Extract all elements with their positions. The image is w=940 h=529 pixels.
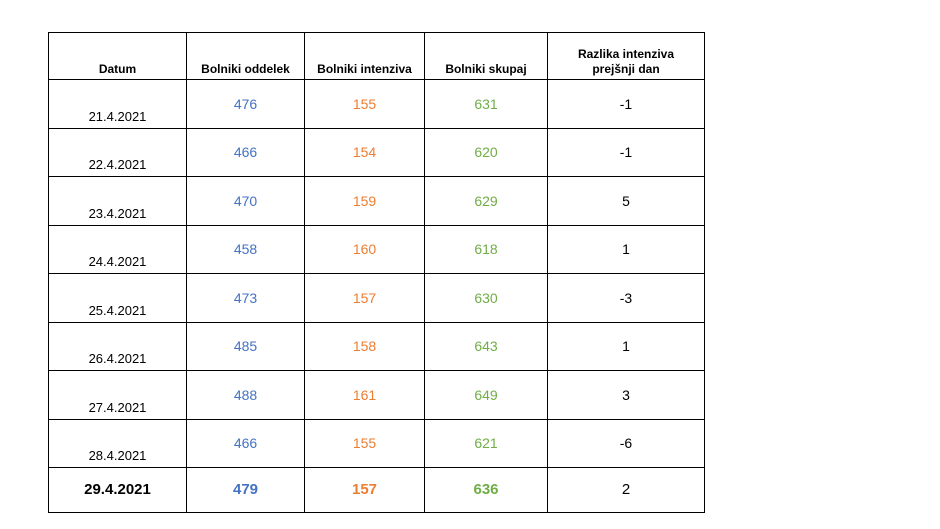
table-cell: 470 <box>186 176 305 226</box>
header-text: Datum <box>98 62 137 76</box>
table-cell: 155 <box>304 79 425 129</box>
table-cell: 466 <box>186 418 305 468</box>
table-cell: 479 <box>186 467 305 513</box>
table-cell: 2 <box>547 467 705 513</box>
table-cell: -1 <box>547 127 705 177</box>
table-cell: 26.4.2021 <box>48 321 187 371</box>
header-text: Bolniki intenziva <box>317 62 412 76</box>
table-cell: 22.4.2021 <box>48 127 187 177</box>
header-cell: Razlika intenziva prejšnji dan <box>547 32 705 80</box>
table-cell: 161 <box>304 370 425 420</box>
table-cell: 1 <box>547 224 705 274</box>
table-cell: -6 <box>547 418 705 468</box>
table-cell: 157 <box>304 467 425 513</box>
header-cell: Bolniki intenziva <box>304 32 425 80</box>
header-text: Bolniki skupaj <box>445 62 527 76</box>
table-cell: -1 <box>547 79 705 129</box>
table-row: 25.4.2021 473 157 630 -3 <box>48 273 705 323</box>
table-row: 21.4.2021 476 155 631 -1 <box>48 79 705 129</box>
table-cell: 3 <box>547 370 705 420</box>
table-cell: 23.4.2021 <box>48 176 187 226</box>
header-cell: Bolniki skupaj <box>424 32 548 80</box>
table-cell: 154 <box>304 127 425 177</box>
table-cell: 485 <box>186 321 305 371</box>
header-cell: Bolniki oddelek <box>186 32 305 80</box>
table-cell: 25.4.2021 <box>48 273 187 323</box>
table-cell: 466 <box>186 127 305 177</box>
table-cell: 620 <box>424 127 548 177</box>
table-cell: 160 <box>304 224 425 274</box>
table-row: 22.4.2021 466 154 620 -1 <box>48 127 705 177</box>
table-row: 24.4.2021 458 160 618 1 <box>48 224 705 274</box>
table-cell: 473 <box>186 273 305 323</box>
table-cell: 1 <box>547 321 705 371</box>
table-cell: 27.4.2021 <box>48 370 187 420</box>
table-row: 23.4.2021 470 159 629 5 <box>48 176 705 226</box>
table-cell: 21.4.2021 <box>48 79 187 129</box>
table-body: 21.4.2021 476 155 631 -1 22.4.2021 466 154 620 -1… <box>48 79 705 513</box>
header-text: Razlika intenziva prejšnji dan <box>577 47 675 76</box>
table-cell: 630 <box>424 273 548 323</box>
table-row: 26.4.2021 485 158 643 1 <box>48 321 705 371</box>
header-row: Datum Bolniki oddelek Bolniki intenziva Bol… <box>48 32 705 80</box>
header-text: Bolniki oddelek <box>201 62 290 76</box>
table-cell: 5 <box>547 176 705 226</box>
table-cell: -3 <box>547 273 705 323</box>
table-cell: 636 <box>424 467 548 513</box>
table-cell: 631 <box>424 79 548 129</box>
table-cell: 476 <box>186 79 305 129</box>
table-row: 28.4.2021 466 155 621 -6 <box>48 418 705 468</box>
table-cell: 458 <box>186 224 305 274</box>
table-cell: 24.4.2021 <box>48 224 187 274</box>
table-row: 27.4.2021 488 161 649 3 <box>48 370 705 420</box>
table-row: 29.4.2021 479 157 636 2 <box>48 467 705 513</box>
table-cell: 488 <box>186 370 305 420</box>
table-cell: 28.4.2021 <box>48 418 187 468</box>
table-cell: 159 <box>304 176 425 226</box>
table-cell: 643 <box>424 321 548 371</box>
table-cell: 649 <box>424 370 548 420</box>
header-cell: Datum <box>48 32 187 80</box>
hospital-table: Datum Bolniki oddelek Bolniki intenziva Bol… <box>48 32 705 513</box>
table-cell: 629 <box>424 176 548 226</box>
table-cell: 155 <box>304 418 425 468</box>
table-cell: 157 <box>304 273 425 323</box>
table-cell: 621 <box>424 418 548 468</box>
table-cell: 618 <box>424 224 548 274</box>
table-cell: 158 <box>304 321 425 371</box>
table-cell: 29.4.2021 <box>48 467 187 513</box>
